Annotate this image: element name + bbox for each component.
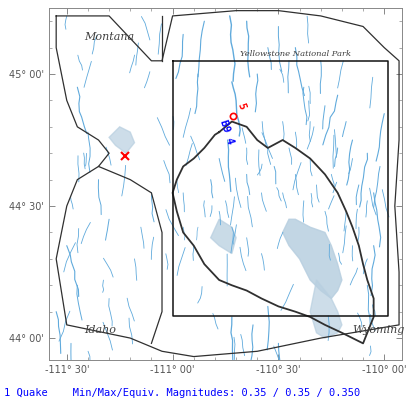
- Text: 1 Quake    Min/Max/Equiv. Magnitudes: 0.35 / 0.35 / 0.350: 1 Quake Min/Max/Equiv. Magnitudes: 0.35 …: [4, 388, 360, 398]
- Polygon shape: [56, 11, 398, 356]
- Text: Wyoming: Wyoming: [352, 325, 404, 335]
- Text: Idaho: Idaho: [83, 325, 115, 335]
- Polygon shape: [309, 280, 341, 338]
- Text: B9 4: B9 4: [218, 119, 235, 146]
- Text: Montana: Montana: [83, 32, 133, 42]
- Polygon shape: [172, 122, 373, 343]
- Polygon shape: [210, 219, 236, 254]
- Text: Yellowstone National Park: Yellowstone National Park: [240, 50, 351, 58]
- Text: 5: 5: [235, 101, 247, 110]
- Polygon shape: [109, 127, 134, 153]
- Polygon shape: [282, 219, 341, 298]
